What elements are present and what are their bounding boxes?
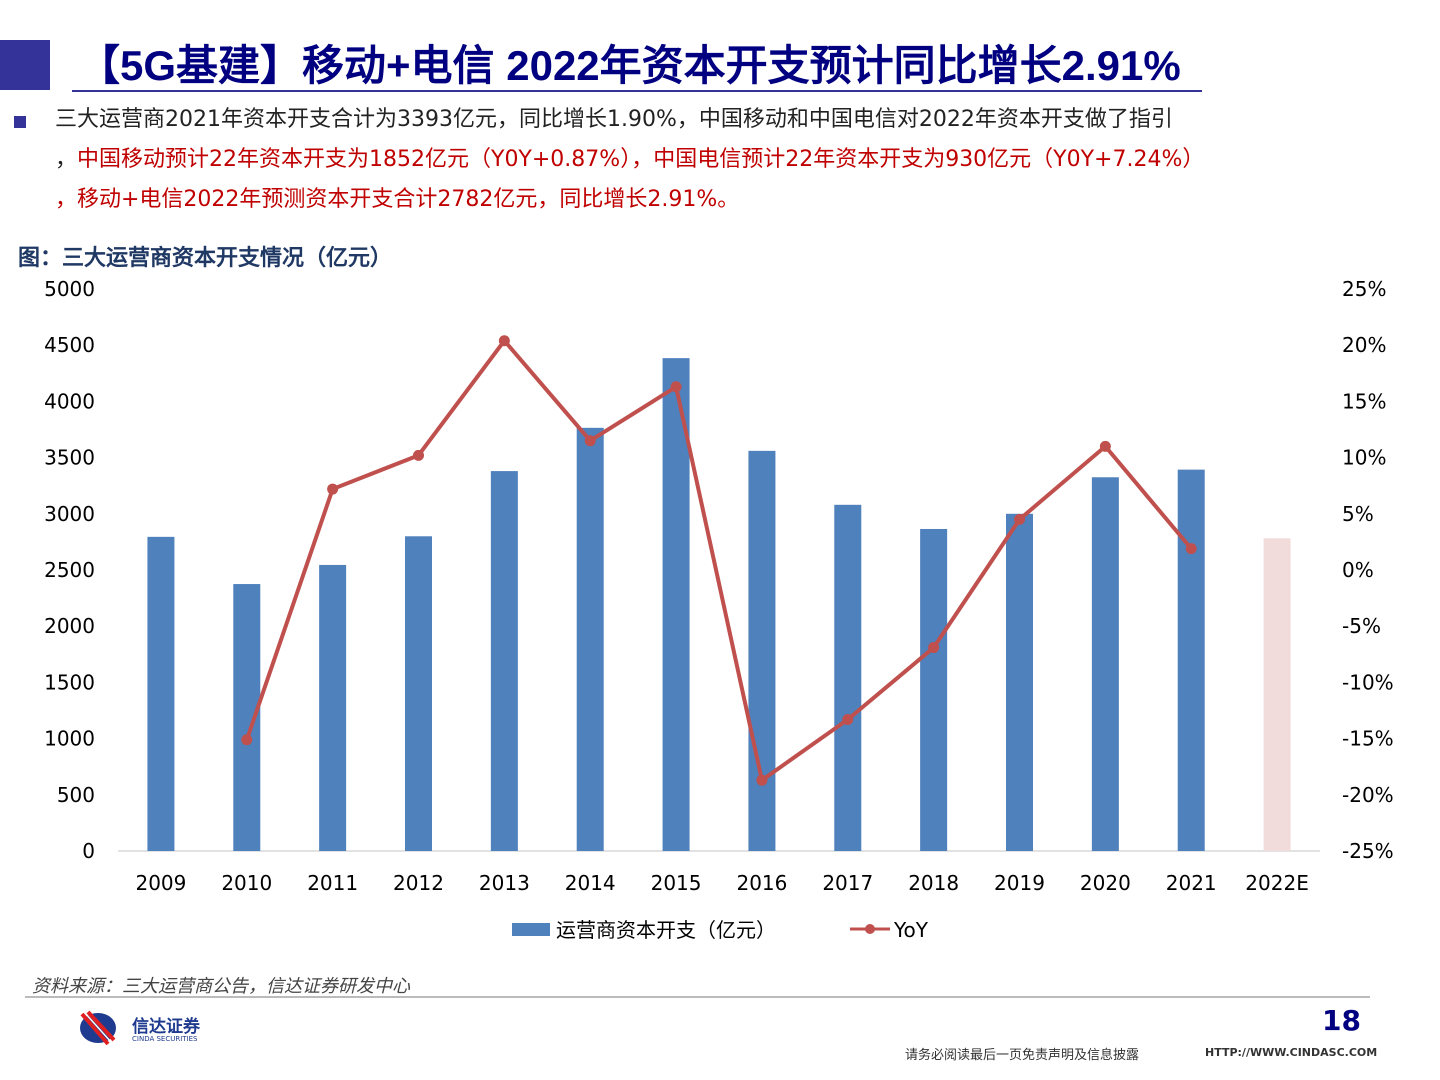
- bar-series: [147, 358, 1291, 851]
- yoy-point-2010: [241, 734, 253, 746]
- left-axis-tick: 3500: [44, 446, 95, 470]
- yoy-point-2014: [584, 435, 596, 447]
- left-axis-tick: 4000: [44, 389, 95, 413]
- bar-2009: [147, 536, 175, 851]
- legend-bar-swatch: [512, 923, 550, 936]
- right-axis-ticks: -25% -20% -15% -10% -5% 0% 5% 10% 15% 20% 25%: [1342, 277, 1394, 863]
- bar-2015: [662, 358, 690, 851]
- bullet-line-2: ，中国移动预计22年资本开支为1852亿元（Y0Y+0.87%），中国电信预计2…: [55, 140, 1204, 180]
- right-axis-tick: 5%: [1342, 502, 1374, 526]
- bar-2017: [834, 504, 862, 851]
- capex-chart: 0 500 1000 1500 2000 2500 3000 3500 4000 4500 5000…: [44, 277, 1394, 942]
- footer-divider: [25, 996, 1370, 998]
- bar-2013: [490, 471, 518, 851]
- right-axis-tick: -25%: [1342, 839, 1394, 863]
- left-axis-tick: 4500: [44, 333, 95, 357]
- x-axis-label: 2018: [908, 871, 959, 895]
- right-axis-tick: 25%: [1342, 277, 1386, 301]
- bar-2019: [1006, 513, 1033, 851]
- bar-2020: [1091, 477, 1119, 851]
- bullet-line-3: ，移动+电信2022年预测资本开支合计2782亿元，同比增长2.91%。: [55, 187, 740, 212]
- yoy-point-2017: [842, 713, 854, 725]
- x-axis-label: 2017: [822, 871, 873, 895]
- x-axis-label: 2009: [135, 871, 186, 895]
- yoy-point-2021: [1185, 543, 1197, 555]
- left-axis-tick: 3000: [44, 502, 95, 526]
- x-axis-label: 2021: [1166, 871, 1217, 895]
- right-axis-tick: -10%: [1342, 670, 1394, 694]
- right-axis-tick: 15%: [1342, 389, 1386, 413]
- left-axis-tick: 2500: [44, 558, 95, 582]
- bar-2014: [576, 427, 604, 851]
- yoy-point-2018: [928, 642, 940, 654]
- yoy-point-2013: [498, 335, 510, 347]
- title-underline: [72, 90, 1202, 92]
- legend: 运营商资本开支（亿元） YoY: [512, 918, 929, 942]
- x-axis-label: 2015: [651, 871, 702, 895]
- left-axis-tick: 0: [82, 839, 95, 863]
- left-axis-tick: 5000: [44, 277, 95, 301]
- x-axis-label: 2022E: [1245, 871, 1309, 895]
- right-axis-tick: -20%: [1342, 783, 1394, 807]
- yoy-point-2012: [413, 449, 424, 461]
- bullet-icon: [14, 116, 26, 128]
- x-axis-label: 2014: [565, 871, 616, 895]
- figure-title: 图：三大运营商资本开支情况（亿元）: [18, 245, 393, 271]
- bar-2012: [405, 536, 432, 851]
- x-axis-label: 2013: [479, 871, 530, 895]
- bar-2018: [920, 528, 948, 851]
- right-axis-tick: 0%: [1342, 558, 1374, 582]
- x-axis-label: 2012: [393, 871, 444, 895]
- right-axis-tick: -5%: [1342, 614, 1381, 638]
- left-axis-tick: 2000: [44, 614, 95, 638]
- yoy-point-2019: [1014, 513, 1025, 525]
- legend-line-label: YoY: [893, 918, 929, 942]
- x-axis-label: 2016: [736, 871, 787, 895]
- left-axis-tick: 500: [57, 783, 95, 807]
- bar-2021: [1177, 469, 1205, 851]
- website-link[interactable]: HTTP://WWW.CINDASC.COM: [1205, 1046, 1378, 1059]
- x-axis-labels: 2009 2010 2011 2012 2013 2014 2015 2016 2017 2018…: [135, 871, 1308, 895]
- page-title: 【5G基建】移动+电信 2022年资本开支预计同比增长2.91%: [78, 42, 1181, 89]
- legend-bar-label: 运营商资本开支（亿元）: [556, 918, 776, 942]
- bullet-line-2-prefix: ，: [55, 147, 78, 172]
- title-accent-square: [0, 40, 50, 90]
- disclaimer-text: 请务必阅读最后一页免责声明及信息披露: [905, 1048, 1140, 1063]
- left-axis-tick: 1500: [44, 670, 95, 694]
- page-number: 18: [1322, 1004, 1361, 1037]
- bar-2011: [319, 564, 347, 851]
- bar-2016: [748, 450, 776, 851]
- x-axis-label: 2011: [307, 871, 358, 895]
- bullet-line-1: 三大运营商2021年资本开支合计为3393亿元，同比增长1.90%，中国移动和中…: [55, 107, 1173, 132]
- x-axis-label: 2020: [1080, 871, 1131, 895]
- right-axis-tick: 10%: [1342, 446, 1386, 470]
- legend-line-marker: [865, 924, 875, 934]
- yoy-point-2015: [670, 381, 682, 393]
- logo-subtext: CINDA SECURITIES: [132, 1035, 198, 1043]
- yoy-point-2011: [327, 483, 339, 495]
- x-axis-label: 2019: [994, 871, 1045, 895]
- right-axis-tick: 20%: [1342, 333, 1386, 357]
- bullet-line-2-text: 中国移动预计22年资本开支为1852亿元（Y0Y+0.87%），中国电信预计22…: [77, 147, 1205, 172]
- bar-2022E: [1263, 538, 1291, 851]
- left-axis-ticks: 0 500 1000 1500 2000 2500 3000 3500 4000 4500 5000: [44, 277, 95, 863]
- yoy-series: [241, 335, 1197, 786]
- yoy-line: [244, 338, 1193, 783]
- right-axis-tick: -15%: [1342, 727, 1394, 751]
- x-axis-label: 2010: [221, 871, 272, 895]
- source-note: 资料来源：三大运营商公告，信达证券研发中心: [32, 976, 410, 997]
- logo-text: 信达证券: [132, 1016, 201, 1037]
- left-axis-tick: 1000: [44, 727, 95, 751]
- cinda-logo: 信达证券 CINDA SECURITIES: [80, 1010, 201, 1046]
- yoy-point-2016: [756, 774, 768, 786]
- yoy-point-2020: [1099, 440, 1111, 452]
